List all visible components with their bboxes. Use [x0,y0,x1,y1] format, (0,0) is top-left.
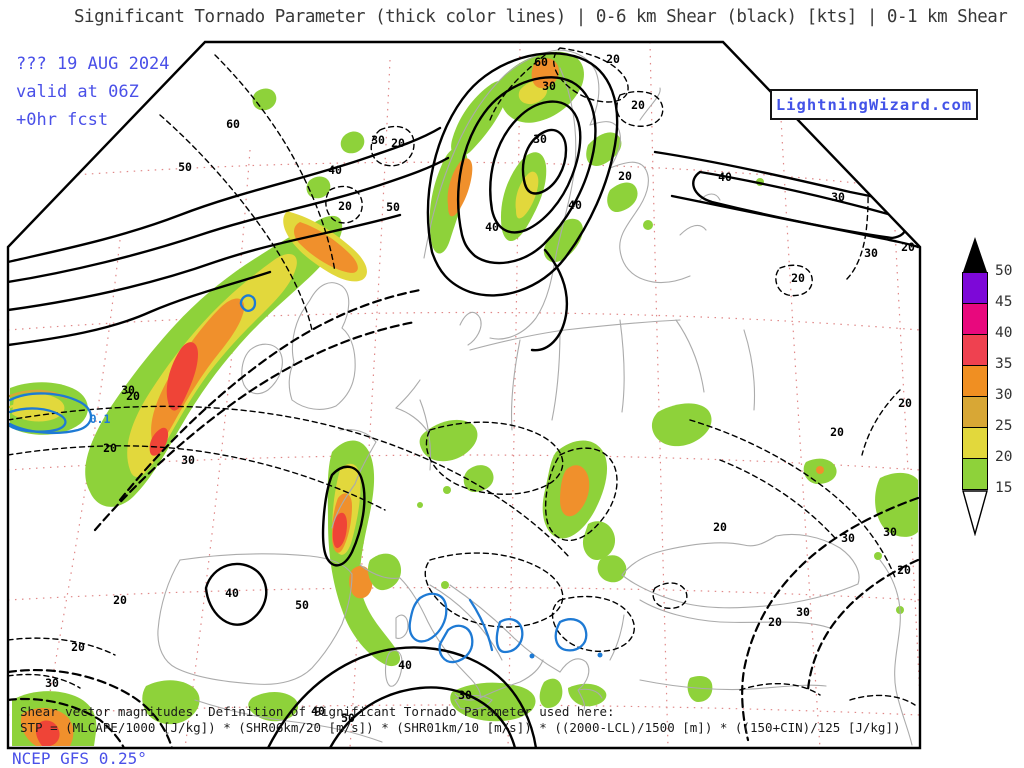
forecast-valid-line: valid at 06Z [16,82,139,102]
stp-definition-line2: STP = (MLCAPE/1000 [J/kg]) * (SHR06km/20… [20,720,901,735]
forecast-hour-line: +0hr fcst [16,110,109,130]
map-border [6,40,922,750]
forecast-run-line: ??? 19 AUG 2024 [16,54,170,74]
colorbar-segment [963,459,987,490]
colorbar-bottom-arrow [962,490,988,536]
stp-definition-line1: Shear vector magnitudes. Definition of S… [20,704,615,719]
stp-definition-note: Shear vector magnitudes. Definition of S… [20,704,901,736]
lightningwizard-link-box[interactable]: LightningWizard.com [770,89,978,120]
model-credit: NCEP GFS 0.25° [12,749,147,768]
lightningwizard-link-label[interactable]: LightningWizard.com [775,95,973,114]
colorbar-segments [962,272,988,490]
colorbar-top-arrow [963,237,987,272]
colorbar-segment [963,273,987,304]
colorbar-segment [963,304,987,335]
forecast-info: ??? 19 AUG 2024 valid at 06Z +0hr fcst [16,50,170,134]
thick-shear-contours [8,52,920,748]
page-title: Significant Tornado Parameter (thick col… [74,7,1008,27]
dashed-shear-contours [8,47,916,706]
colorbar-segment [963,366,987,397]
colorbar-segment [963,335,987,366]
thick-dashed-shear-contours [8,288,920,748]
colorbar-segment [963,397,987,428]
low-level-shear-contours [8,294,603,664]
shear-colorbar [962,237,988,536]
colorbar-segment [963,428,987,459]
